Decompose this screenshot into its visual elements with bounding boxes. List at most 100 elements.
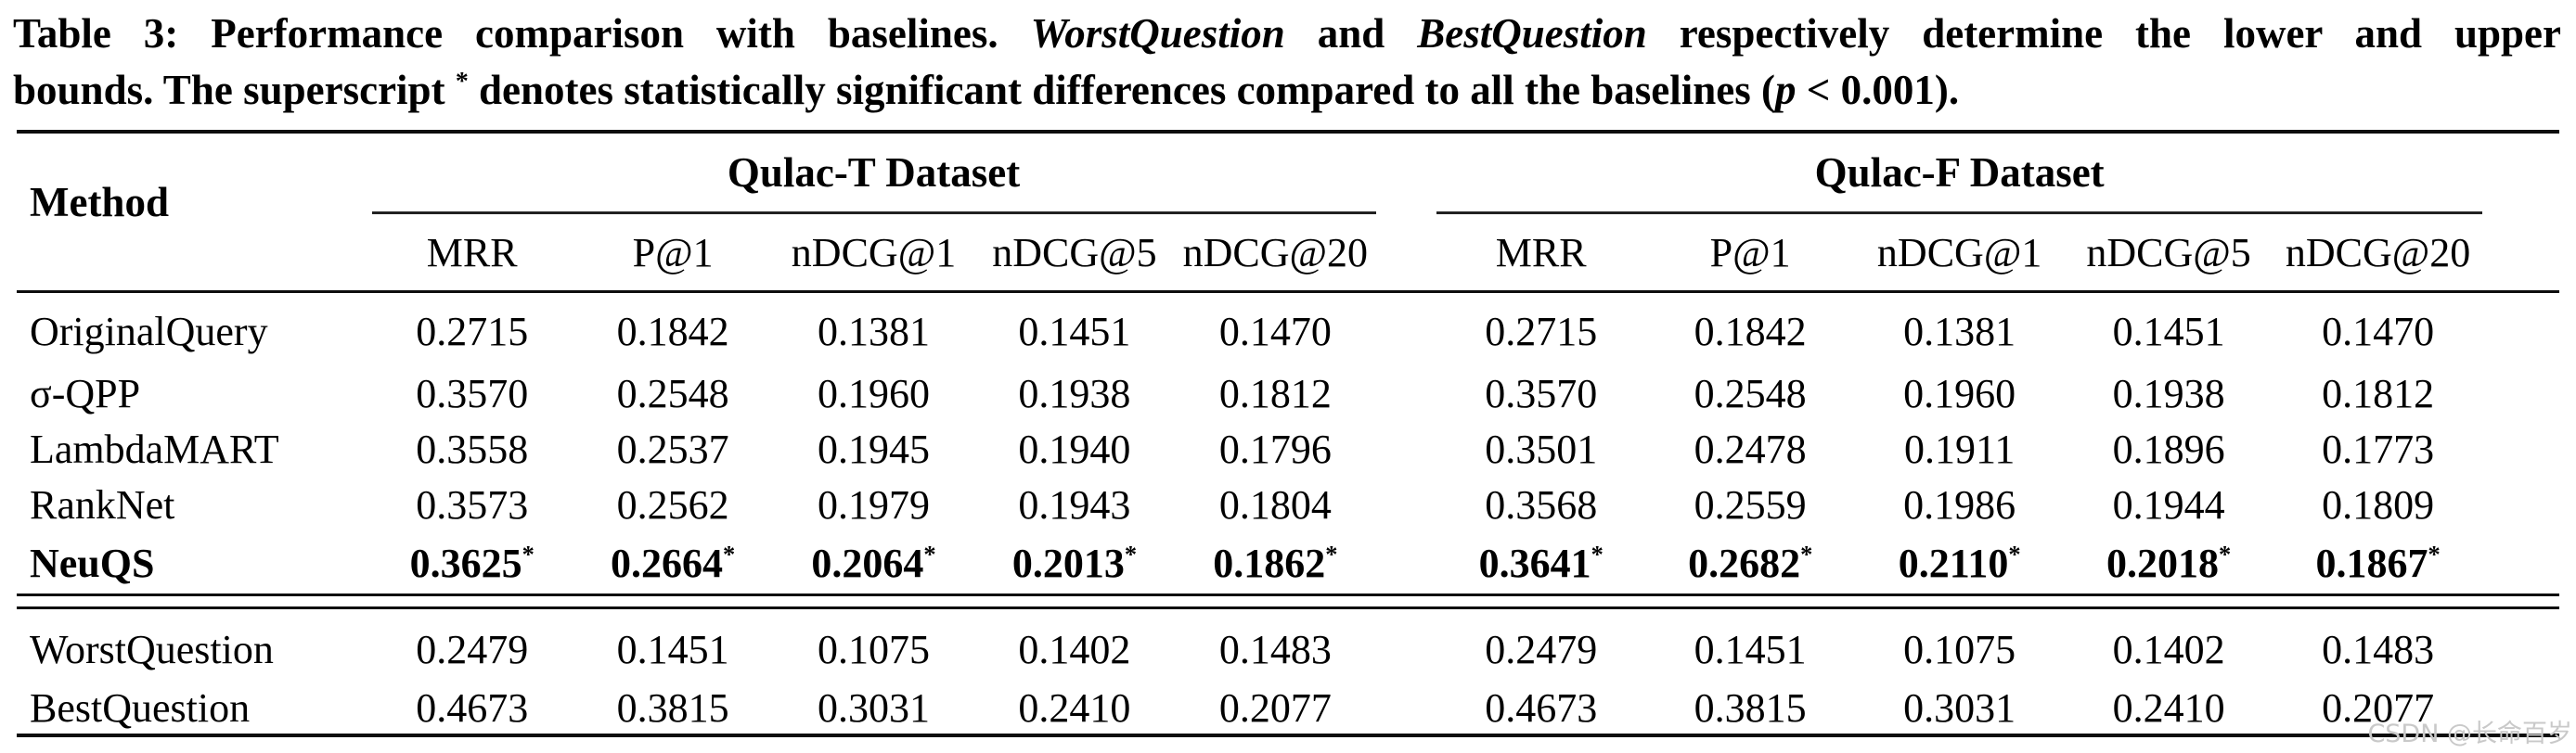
metric-value-text: 0.1867: [2315, 540, 2428, 586]
metric-value: 0.2479: [1485, 626, 1598, 672]
method-label: WorstQuestion: [30, 626, 274, 672]
metric-value: 0.3625*: [371, 532, 573, 596]
column-gap: [1375, 532, 1436, 596]
significance-asterisk: *: [2008, 539, 2021, 568]
metric-value: 0.1940: [1018, 426, 1131, 472]
caption-line: Table 3: Performance comparison with bas…: [13, 6, 2561, 62]
significance-asterisk: *: [1800, 539, 1813, 568]
metric-header-row: MRR P@1 nDCG@1 nDCG@5 nDCG@20 MRR P@1 nDCG@1 nDC…: [17, 212, 2559, 293]
method-label: OriginalQuery: [30, 308, 268, 354]
baseline-rows: OriginalQuery 0.2715 0.1842 0.1381 0.1451 0.1…: [17, 292, 2559, 596]
significance-asterisk: *: [455, 67, 469, 96]
caption-text: bounds. The superscript: [13, 67, 456, 113]
metric-value-text: 0.2682: [1688, 540, 1801, 586]
metric-value-text: 0.2110: [1898, 540, 2009, 586]
column-header-mrr: MRR: [371, 212, 573, 293]
watermark: CSDN @长命百岁: [2367, 720, 2572, 748]
metric-value: 0.2479: [416, 626, 529, 672]
metric-value-text: 0.2018: [2106, 540, 2219, 586]
caption-text: p: [1774, 67, 1797, 113]
metric-value: 0.1944: [2112, 481, 2225, 528]
caption-text: < 0.001).: [1796, 67, 1960, 113]
metric-value: 0.1911: [1903, 426, 2016, 472]
metric-value: 0.2537: [616, 426, 729, 472]
metric-value: 0.1075: [1903, 626, 2016, 672]
metric-value: 0.1960: [818, 370, 931, 416]
metric-value: 0.2548: [616, 370, 729, 416]
method-column-header: Method: [17, 132, 372, 293]
group-header-row: Method Qulac-T Dataset Qulac-F Dataset: [17, 132, 2559, 293]
column-header-ndcg-5: nDCG@5: [2064, 212, 2273, 293]
metric-value: 0.3815: [1645, 682, 1855, 737]
significance-asterisk: *: [723, 539, 736, 568]
method-label: BestQuestion: [17, 682, 372, 737]
metric-value: 0.1773: [2322, 426, 2435, 472]
table-row: LambdaMART 0.3558 0.2537 0.1945 0.1940 0.1796…: [17, 421, 2559, 477]
metric-value: 0.1451: [616, 626, 729, 672]
metric-value: 0.2478: [1694, 426, 1807, 472]
metric-value: 0.1470: [1218, 308, 1332, 354]
metric-value: 0.1842: [616, 308, 729, 354]
metric-value: 0.1402: [1018, 626, 1131, 672]
table-row: σ-QPP 0.3570 0.2548 0.1960 0.1938 0.1812 0.357…: [17, 365, 2559, 421]
row-padding: [2482, 608, 2559, 683]
metric-value: 0.2715: [1485, 308, 1598, 354]
metric-value: 0.2064*: [773, 532, 974, 596]
row-padding: [2482, 532, 2559, 596]
metric-value-text: 0.2064: [811, 540, 924, 586]
row-padding: [2482, 477, 2559, 532]
significance-asterisk: *: [1591, 539, 1604, 568]
table-caption: Table 3: Performance comparison with bas…: [0, 0, 2576, 119]
metric-value-text: 0.1862: [1213, 540, 1326, 586]
column-header-ndcg-20: nDCG@20: [2273, 212, 2483, 293]
metric-value: 0.1812: [1218, 370, 1332, 416]
method-label: LambdaMART: [30, 426, 279, 472]
metric-value: 0.1796: [1218, 426, 1332, 472]
table-row: WorstQuestion 0.2479 0.1451 0.1075 0.1402 0.1…: [17, 608, 2559, 683]
metric-value-text: 0.2664: [611, 540, 723, 586]
column-gap: [1376, 608, 1436, 683]
column-header-ndcg-1: nDCG@1: [773, 212, 974, 293]
metric-value: 0.1896: [2112, 426, 2225, 472]
method-label: RankNet: [30, 481, 175, 528]
metric-value: 0.3570: [416, 370, 529, 416]
metric-value: 0.1867*: [2273, 532, 2483, 596]
bound-rows: WorstQuestion 0.2479 0.1451 0.1075 0.1402 0.1…: [17, 608, 2559, 737]
metric-value: 0.2682*: [1645, 532, 1855, 596]
significance-asterisk: *: [2428, 539, 2441, 568]
metric-value: 0.1451: [1018, 308, 1131, 354]
metric-value-text: 0.3641: [1478, 540, 1591, 586]
metric-value: 0.2077: [2273, 682, 2483, 737]
metric-value: 0.1809: [2322, 481, 2435, 528]
group-header-qulac-f: Qulac-F Dataset: [1436, 132, 2483, 214]
column-gap: [1375, 682, 1436, 737]
table-header: Method Qulac-T Dataset Qulac-F Dataset M…: [17, 132, 2559, 293]
metric-value: 0.1483: [2322, 626, 2435, 672]
metric-value: 0.1938: [1018, 370, 1131, 416]
caption-text: and: [1284, 10, 1418, 57]
caption-line: bounds. The superscript * denotes statis…: [13, 62, 2561, 119]
results-table: Method Qulac-T Dataset Qulac-F Dataset M…: [17, 130, 2559, 737]
table-row: BestQuestion 0.4673 0.3815 0.3031 0.2410 0.20…: [17, 682, 2559, 737]
metric-value: 0.4673: [371, 682, 573, 737]
metric-value: 0.1979: [818, 481, 931, 528]
metric-value: 0.1842: [1694, 308, 1807, 354]
method-label: σ-QPP: [30, 370, 141, 416]
metric-value: 0.1960: [1903, 370, 2016, 416]
double-rule-gap-row: [17, 594, 2559, 609]
significance-asterisk: *: [522, 539, 535, 568]
method-label: NeuQS: [17, 532, 372, 596]
metric-value: 0.3815: [572, 682, 774, 737]
metric-value: 0.2410: [973, 682, 1176, 737]
metric-value: 0.1986: [1903, 481, 2016, 528]
caption-text: respectively determine the lower and upp…: [1646, 10, 2562, 57]
metric-value: 0.3031: [773, 682, 974, 737]
metric-value: 0.1451: [2112, 308, 2225, 354]
group-header-qulac-t: Qulac-T Dataset: [371, 132, 1376, 214]
metric-value: 0.1470: [2322, 308, 2435, 354]
significance-asterisk: *: [923, 539, 936, 568]
metric-value: 0.3570: [1485, 370, 1598, 416]
column-header-ndcg-5: nDCG@5: [973, 212, 1176, 293]
metric-value: 0.2110*: [1854, 532, 2065, 596]
